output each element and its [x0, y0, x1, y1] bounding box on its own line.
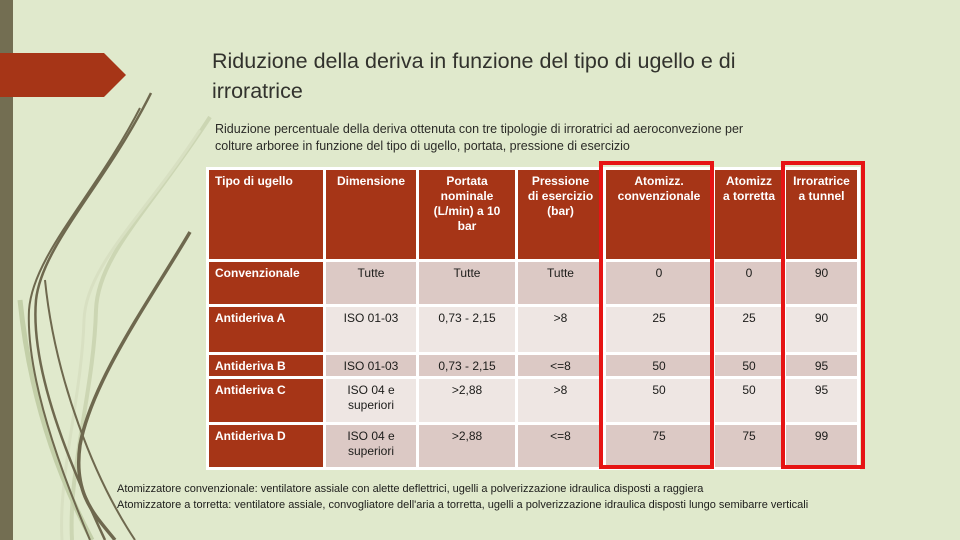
table-row-antideriva-a: Antideriva A ISO 01-03 0,73 - 2,15 >8 25…	[206, 304, 860, 355]
table-cell: 90	[783, 259, 860, 307]
table-cell: 50	[603, 376, 715, 425]
table-cell: Tutte	[323, 259, 419, 307]
slide-title: Riduzione della deriva in funzione del t…	[212, 46, 736, 106]
table-cell: <=8	[515, 422, 606, 470]
column-header-dimensione: Dimensione	[323, 167, 419, 262]
table-cell: 75	[603, 422, 715, 470]
table-cell: 50	[603, 352, 715, 379]
row-label: Antideriva D	[206, 422, 326, 470]
table-row-antideriva-b: Antideriva B ISO 01-03 0,73 - 2,15 <=8 5…	[206, 352, 860, 379]
table-cell: 25	[712, 304, 786, 355]
table-cell: Tutte	[515, 259, 606, 307]
table-cell: 90	[783, 304, 860, 355]
table-cell: 99	[783, 422, 860, 470]
column-header-irroratrice-tunnel: Irroratrice a tunnel	[783, 167, 860, 262]
footnotes: Atomizzatore convenzionale: ventilatore …	[117, 481, 808, 513]
table-cell: ISO 01-03	[323, 352, 419, 379]
table-row-convenzionale: Convenzionale Tutte Tutte Tutte 0 0 90	[206, 259, 860, 307]
slide-title-line2: irroratrice	[212, 79, 303, 103]
table-cell: 50	[712, 376, 786, 425]
table-cell: ISO 01-03	[323, 304, 419, 355]
column-header-atomizz-convenzionale: Atomizz. convenzionale	[603, 167, 715, 262]
slide-subtitle-line2: colture arboree in funzione del tipo di …	[215, 139, 630, 153]
slide-title-line1: Riduzione della deriva in funzione del t…	[212, 49, 736, 73]
vine-curve-olive	[27, 107, 141, 540]
table-cell: 0,73 - 2,15	[416, 304, 518, 355]
table-cell: >8	[515, 304, 606, 355]
row-label: Antideriva A	[206, 304, 326, 355]
slide-subtitle-line1: Riduzione percentuale della deriva otten…	[215, 122, 744, 136]
table-cell: 0	[603, 259, 715, 307]
table-cell: Tutte	[416, 259, 518, 307]
vine-curve-olive	[44, 279, 136, 540]
table-cell: ISO 04 e superiori	[323, 376, 419, 425]
table-header-row: Tipo di ugello Dimensione Portata nomina…	[206, 167, 860, 262]
row-label: Convenzionale	[206, 259, 326, 307]
drift-reduction-table: Tipo di ugello Dimensione Portata nomina…	[206, 167, 860, 470]
table-cell: 95	[783, 376, 860, 425]
table-cell: <=8	[515, 352, 606, 379]
column-header-atomizz-torretta: Atomizz a torretta	[712, 167, 786, 262]
table-cell: 0	[712, 259, 786, 307]
accent-arrow-shape	[0, 53, 126, 97]
vine-curve-light	[69, 115, 212, 540]
table-cell: ISO 04 e superiori	[323, 422, 419, 470]
slide-subtitle: Riduzione percentuale della deriva otten…	[215, 121, 743, 155]
left-accent-bar	[0, 0, 13, 540]
table-cell: 75	[712, 422, 786, 470]
footnote-line-2: Atomizzatore a torretta: ventilatore ass…	[117, 499, 809, 511]
decorative-vines	[0, 0, 212, 540]
vine-curve-olive	[77, 231, 192, 540]
column-header-portata-nominale: Portata nominale (L/min) a 10 bar	[416, 167, 518, 262]
table-row-antideriva-d: Antideriva D ISO 04 e superiori >2,88 <=…	[206, 422, 860, 470]
row-label: Antideriva B	[206, 352, 326, 379]
vine-curve-olive	[34, 92, 153, 540]
row-label: Antideriva C	[206, 376, 326, 425]
table-row-antideriva-c: Antideriva C ISO 04 e superiori >2,88 >8…	[206, 376, 860, 425]
footnote-line-1: Atomizzatore convenzionale: ventilatore …	[117, 483, 704, 495]
column-header-pressione-esercizio: Pressione di esercizio (bar)	[515, 167, 606, 262]
table-cell: >8	[515, 376, 606, 425]
vine-curve-light	[60, 129, 202, 540]
table-cell: 50	[712, 352, 786, 379]
table-cell: >2,88	[416, 376, 518, 425]
table-cell: 0,73 - 2,15	[416, 352, 518, 379]
column-header-tipo-di-ugello: Tipo di ugello	[206, 167, 326, 262]
table-cell: >2,88	[416, 422, 518, 470]
table-cell: 95	[783, 352, 860, 379]
table-cell: 25	[603, 304, 715, 355]
